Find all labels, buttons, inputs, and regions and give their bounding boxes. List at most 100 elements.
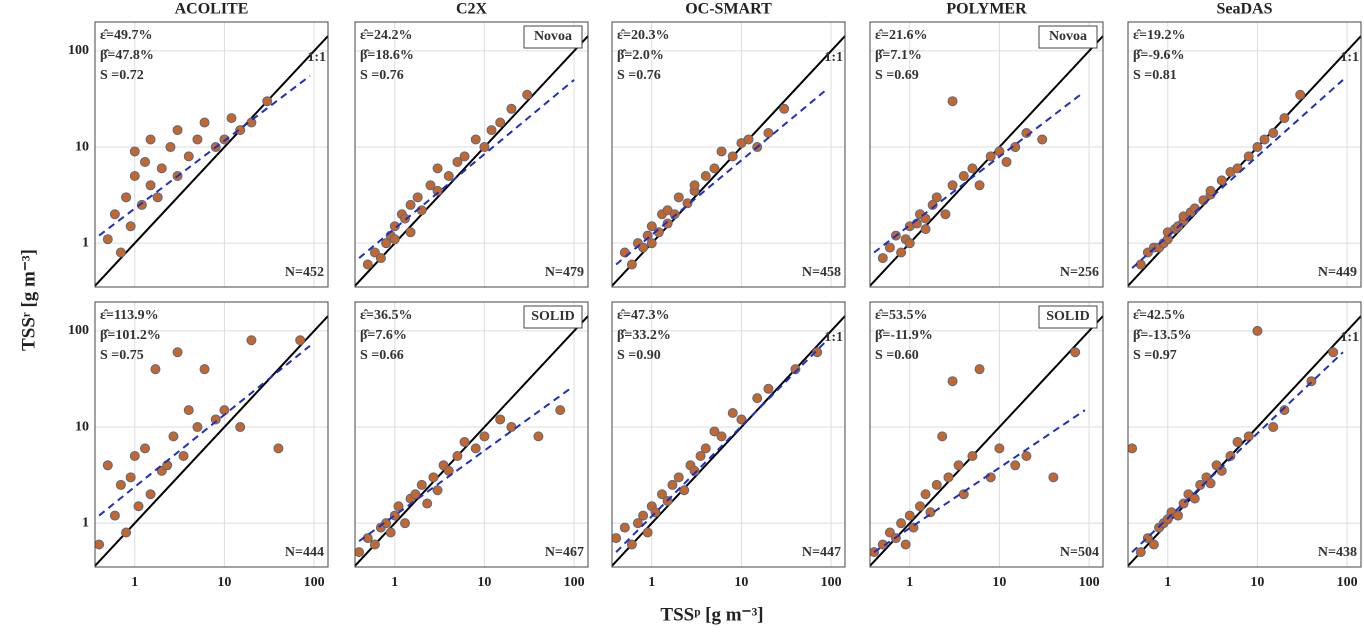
data-point (470, 443, 481, 454)
data-point (937, 431, 948, 442)
data-point (375, 253, 386, 264)
data-point (679, 485, 690, 496)
panel-title: ACOLITE (175, 1, 249, 18)
data-point (958, 170, 969, 181)
data-point (459, 151, 470, 162)
stat-eps: ε̂=53.5% (875, 308, 927, 323)
data-point (109, 510, 120, 521)
data-point (763, 383, 774, 394)
data-point (102, 460, 113, 471)
data-point (612, 533, 622, 544)
data-point (109, 209, 120, 220)
stat-beta: β̂=-9.6% (1133, 48, 1185, 63)
x-tick-label: 1 (391, 575, 398, 590)
plot-frame (354, 21, 589, 288)
data-point (743, 134, 754, 145)
data-point (1216, 175, 1227, 186)
data-point (389, 221, 400, 232)
sample-count: N=447 (802, 545, 841, 560)
stat-beta: β̂=7.6% (360, 328, 407, 343)
data-point (985, 472, 996, 483)
plot-frame (611, 21, 846, 288)
fit-line (98, 345, 311, 517)
x-tick-label: 100 (821, 575, 842, 590)
data-point (646, 221, 657, 232)
plot-frame (1127, 301, 1362, 568)
x-tick-label: 100 (564, 575, 585, 590)
data-point (479, 142, 490, 153)
identity-label: 1:1 (1340, 50, 1359, 65)
data-point (689, 465, 700, 476)
x-tick-label: 100 (1337, 575, 1358, 590)
data-point (145, 180, 156, 191)
plot-frame (869, 301, 1104, 568)
x-tick-label: 100 (1079, 575, 1100, 590)
data-point (1243, 151, 1254, 162)
data-point (102, 234, 113, 245)
sample-count: N=444 (285, 545, 324, 560)
data-point (412, 192, 423, 203)
stat-beta: β̂=-11.9% (875, 328, 933, 343)
identity-line (870, 315, 1103, 567)
data-point (884, 527, 895, 538)
panel-title: C2X (456, 1, 488, 18)
data-point (779, 103, 790, 114)
stat-eps: ε̂=36.5% (360, 308, 412, 323)
data-point (763, 128, 774, 139)
panel: POLYMER ε̂=21.6% β̂=7.1% S =0.69 N=256 Novoa (869, 1, 1104, 288)
data-point (410, 489, 421, 500)
x-tick-label: 100 (304, 575, 325, 590)
plot-frame (869, 21, 1104, 288)
data-point (199, 364, 210, 375)
data-point (183, 405, 194, 416)
sample-count: N=438 (1318, 545, 1357, 560)
data-point (947, 376, 958, 387)
identity-label: 1:1 (307, 50, 326, 65)
identity-line (355, 315, 588, 567)
data-point (115, 479, 126, 490)
data-point (199, 117, 210, 128)
data-point (399, 518, 410, 529)
data-point (178, 450, 189, 461)
sample-count: N=504 (1060, 545, 1099, 560)
data-point (896, 247, 907, 258)
data-point (1135, 547, 1146, 558)
data-point (495, 414, 506, 425)
data-point (896, 518, 907, 529)
data-point (422, 498, 433, 509)
data-point (673, 472, 684, 483)
data-point (709, 163, 720, 174)
data-point (1328, 347, 1339, 358)
data-point (172, 347, 183, 358)
data-point (459, 436, 470, 447)
data-point (362, 259, 373, 270)
data-point (1205, 185, 1216, 196)
data-point (226, 113, 237, 124)
panel-title: SeaDAS (1216, 1, 1272, 18)
data-point (452, 450, 463, 461)
y-tick-label: 1 (82, 515, 89, 530)
data-point (752, 393, 763, 404)
data-point (235, 422, 246, 433)
data-point (152, 192, 163, 203)
stat-eps: ε̂=20.3% (617, 28, 669, 43)
data-point (1037, 134, 1048, 145)
y-tick-label: 100 (68, 43, 89, 58)
data-point (479, 431, 490, 442)
data-point (673, 192, 684, 203)
data-point (1232, 436, 1243, 447)
data-point (1172, 510, 1183, 521)
data-point (920, 489, 931, 500)
x-tick-label: 1 (906, 575, 913, 590)
stat-eps: ε̂=24.2% (360, 28, 412, 43)
stat-eps: ε̂=19.2% (1133, 28, 1185, 43)
sample-count: N=449 (1318, 265, 1357, 280)
data-point (136, 199, 147, 210)
data-point (914, 501, 925, 512)
data-point (139, 443, 150, 454)
stat-eps: ε̂=47.3% (617, 308, 669, 323)
data-point (1259, 134, 1270, 145)
data-point (405, 227, 416, 238)
y-tick-label: 10 (75, 419, 89, 434)
data-point (399, 213, 410, 224)
